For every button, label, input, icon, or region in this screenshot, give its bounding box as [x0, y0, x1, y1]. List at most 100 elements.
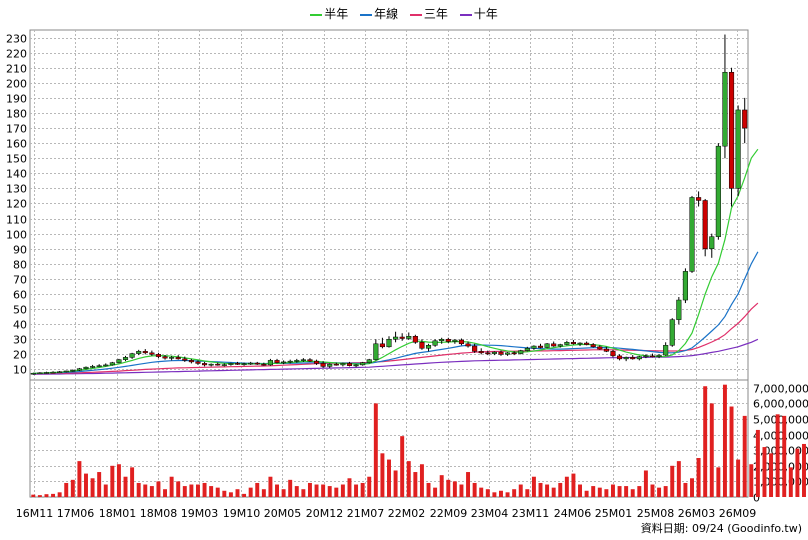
volume-tick-label: 5,000,000	[753, 414, 808, 427]
ma-half-year-line	[33, 148, 759, 374]
volume-bar	[802, 443, 806, 497]
candle-body	[327, 363, 333, 367]
volume-bar	[136, 482, 141, 497]
chart-legend: 半年 年線 三年 十年	[0, 5, 808, 22]
volume-bar	[189, 484, 194, 497]
volume-bar	[722, 384, 727, 497]
candle-body	[313, 360, 320, 364]
candle-body	[452, 339, 458, 342]
x-tick-label: 23M04	[471, 507, 509, 520]
candle-body	[142, 351, 148, 354]
volume-bar	[499, 490, 503, 497]
volume-bar	[742, 415, 747, 497]
price-tick-label: 230	[6, 33, 27, 46]
price-tick-label: 220	[6, 48, 27, 61]
candle-body	[274, 360, 280, 363]
volume-tick-label: 3,000,000	[753, 445, 808, 458]
candle-body	[96, 365, 102, 367]
legend-swatch-half-year	[310, 13, 323, 16]
volume-bar	[782, 415, 787, 497]
candle-body	[37, 372, 43, 375]
volume-bar	[380, 453, 385, 497]
candle-body	[399, 336, 405, 339]
legend-swatch-ten-year	[459, 13, 472, 16]
x-tick-label: 26M09	[719, 507, 757, 520]
candle-body	[228, 363, 234, 365]
volume-bar	[703, 386, 708, 497]
legend-swatch-three-year	[409, 13, 422, 16]
volume-bar	[314, 484, 319, 497]
candle-body	[346, 363, 353, 366]
candle-body	[432, 340, 438, 346]
x-tick-label: 18M01	[99, 507, 137, 520]
legend-label: 十年	[473, 7, 498, 21]
volume-bar	[604, 489, 609, 497]
candle-body	[129, 353, 135, 358]
candle-body	[63, 370, 69, 373]
candle-body	[603, 348, 609, 352]
candle-body	[439, 339, 445, 342]
volume-bar	[222, 490, 227, 497]
price-tick-label: 30	[13, 334, 27, 347]
volume-bar	[228, 492, 233, 497]
volume-bar	[466, 472, 471, 497]
volume-bar	[209, 486, 214, 497]
volume-bar	[44, 494, 49, 497]
price-tick-label: 10	[13, 364, 27, 377]
candle-body	[103, 364, 109, 367]
volume-bar	[512, 489, 517, 497]
x-tick-label: 16M11	[16, 507, 54, 520]
candle-body	[610, 351, 616, 357]
candle-body	[254, 362, 260, 365]
candle-body	[281, 361, 287, 364]
volume-bar	[64, 482, 69, 497]
volume-tick-label: 0	[753, 492, 760, 505]
volume-bar	[696, 458, 701, 497]
candle-body	[584, 342, 590, 345]
volume-bar	[268, 476, 273, 497]
volume-bar	[275, 484, 279, 497]
candle-body	[623, 357, 629, 360]
candle-body	[649, 355, 656, 358]
volume-bar	[683, 482, 688, 497]
volume-bar	[288, 479, 293, 497]
legend-item-three-year[interactable]: 三年	[409, 7, 452, 21]
volume-bar	[373, 403, 378, 497]
candle-body	[149, 352, 155, 355]
candle-body	[458, 339, 465, 345]
volume-bar	[485, 489, 490, 497]
volume-bar	[334, 487, 339, 497]
candle-body	[116, 359, 122, 363]
volume-bar	[564, 476, 569, 497]
volume-tick-label: 1,000,000	[753, 476, 808, 489]
candle-body	[557, 344, 563, 347]
legend-item-half-year[interactable]: 半年	[310, 7, 352, 21]
legend-item-ten-year[interactable]: 十年	[459, 7, 498, 21]
volume-tick-label: 4,000,000	[753, 430, 808, 443]
volume-bar	[51, 493, 56, 497]
candle-body	[182, 358, 188, 361]
candle-body	[498, 351, 504, 355]
volume-bar	[650, 484, 655, 497]
volume-bar	[281, 489, 286, 497]
candle-body	[195, 361, 201, 364]
volume-bar	[690, 478, 694, 497]
volume-bar	[202, 482, 207, 497]
volume-bar	[433, 487, 438, 497]
x-tick-label: 18M08	[140, 507, 178, 520]
candle-body	[57, 371, 63, 373]
volume-bar	[637, 486, 642, 497]
candle-body	[169, 357, 175, 359]
volume-bar	[663, 486, 668, 497]
candle-body	[353, 364, 359, 367]
legend-item-year[interactable]: 年線	[360, 7, 402, 21]
candle-body	[386, 339, 392, 348]
candle-body	[215, 363, 221, 366]
price-tick-label: 110	[6, 214, 27, 227]
candle-body	[531, 345, 537, 349]
volume-bar	[340, 484, 345, 497]
volume-tick-label: 2,000,000	[753, 461, 808, 474]
volume-bar	[657, 487, 662, 497]
volume-bar	[419, 464, 424, 497]
price-tick-label: 70	[13, 274, 27, 287]
